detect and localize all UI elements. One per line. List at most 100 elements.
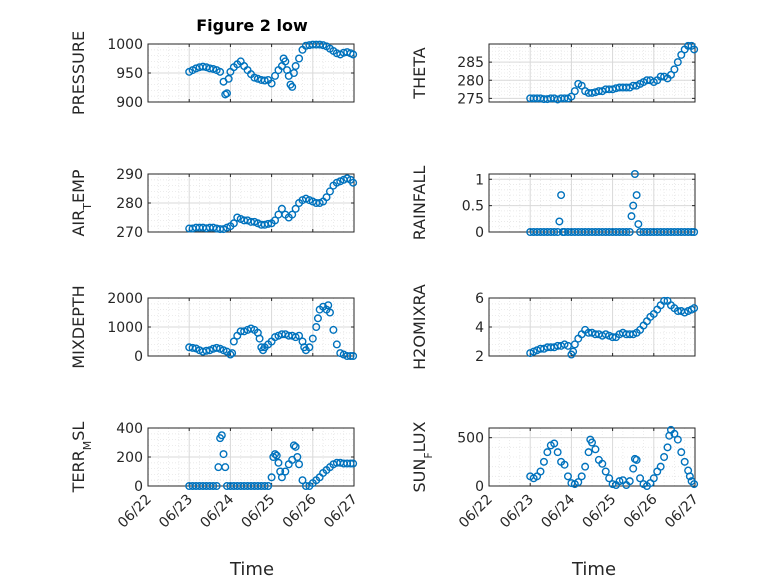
data-point (608, 85, 617, 94)
y-tick-label: 1 (475, 172, 484, 188)
data-point (349, 178, 358, 187)
data-point (630, 169, 639, 178)
data-point (567, 92, 576, 101)
y-tick-label: 2 (475, 349, 484, 365)
data-point (690, 227, 699, 236)
data-point (629, 81, 638, 90)
data-point (666, 70, 675, 79)
data-point (577, 472, 586, 481)
data-point (625, 227, 634, 236)
data-point (272, 451, 281, 460)
x-tick-label: 06/27 (321, 492, 361, 532)
subplot-theta: 275 280 285 THETA (410, 41, 699, 107)
data-point (553, 448, 562, 457)
subplot-mixdepth: 0 1000 2000 MIXDEPTH (69, 285, 358, 369)
data-series (185, 174, 358, 234)
y-tick-label: 1000 (107, 37, 143, 53)
data-point (634, 220, 643, 229)
data-point (570, 87, 579, 96)
data-point (680, 457, 689, 466)
data-point (312, 323, 321, 332)
y-tick-label: 275 (457, 91, 484, 107)
data-point (295, 54, 304, 63)
data-point (281, 467, 290, 476)
data-point (222, 89, 231, 98)
data-point (271, 71, 280, 80)
x-tick-label: 06/22 (115, 492, 155, 532)
data-point (260, 482, 269, 491)
data-point (673, 58, 682, 67)
x-tick-label: 06/27 (662, 492, 702, 532)
x-tick-label: 06/25 (239, 492, 279, 532)
data-point (560, 460, 569, 469)
data-point (690, 480, 699, 489)
data-point (570, 340, 579, 349)
data-point (636, 474, 645, 483)
data-point (581, 462, 590, 471)
y-axis-title: PRESSURE (69, 31, 88, 115)
data-series (185, 40, 358, 99)
data-point (584, 448, 593, 457)
x-tick-label: 06/24 (197, 491, 237, 531)
data-point (281, 57, 290, 66)
data-point (260, 76, 269, 85)
axes-box (488, 43, 696, 103)
x-tick-label: 06/26 (280, 491, 320, 531)
data-point (349, 352, 358, 361)
y-axis-title: THETA (410, 47, 429, 99)
y-tick-label: 950 (116, 66, 143, 82)
data-point (349, 459, 358, 468)
y-tick-label: 290 (116, 167, 143, 183)
data-point (229, 219, 238, 228)
data-point (229, 337, 238, 346)
data-point (313, 314, 322, 323)
data-point (291, 62, 300, 71)
data-point (677, 448, 686, 457)
data-point (685, 472, 694, 481)
y-tick-label: 6 (475, 291, 484, 307)
data-point (202, 346, 211, 355)
data-point (219, 450, 228, 459)
data-point (289, 68, 298, 77)
x-tick-label: 06/22 (456, 492, 496, 532)
data-point (322, 193, 331, 202)
y-tick-label: 280 (116, 196, 143, 212)
data-point (642, 76, 651, 85)
x-tick-label: 06/25 (580, 492, 620, 532)
data-point (663, 443, 672, 452)
data-point (555, 217, 564, 226)
data-point (325, 187, 334, 196)
y-axis-title: SUNFLUX (410, 421, 435, 492)
x-tick-label: 06/26 (621, 491, 661, 531)
data-point (550, 227, 559, 236)
data-point (625, 477, 634, 486)
data-point (557, 191, 566, 200)
data-point (591, 445, 600, 454)
y-axis-title: TERRMSL (69, 422, 94, 494)
data-point (577, 81, 586, 90)
data-point (632, 191, 641, 200)
data-point (288, 210, 297, 219)
data-point (250, 73, 259, 82)
data-series (526, 41, 699, 104)
y-tick-label: 400 (116, 421, 143, 437)
data-point (332, 340, 341, 349)
data-point (305, 343, 314, 352)
y-tick-label: 280 (457, 73, 484, 89)
data-point (264, 219, 273, 228)
data-point (690, 45, 699, 54)
data-point (267, 79, 276, 88)
x-tick-label: 06/24 (538, 491, 578, 531)
data-point (271, 450, 280, 459)
y-tick-label: 900 (116, 95, 143, 111)
data-point (277, 473, 286, 482)
data-point (346, 352, 355, 361)
data-point (188, 343, 197, 352)
y-tick-label: 1000 (107, 320, 143, 336)
axes-box (488, 427, 696, 487)
data-point (293, 453, 302, 462)
data-point (288, 82, 297, 91)
data-point (605, 474, 614, 483)
x-axis-title-right: Time (571, 559, 616, 580)
